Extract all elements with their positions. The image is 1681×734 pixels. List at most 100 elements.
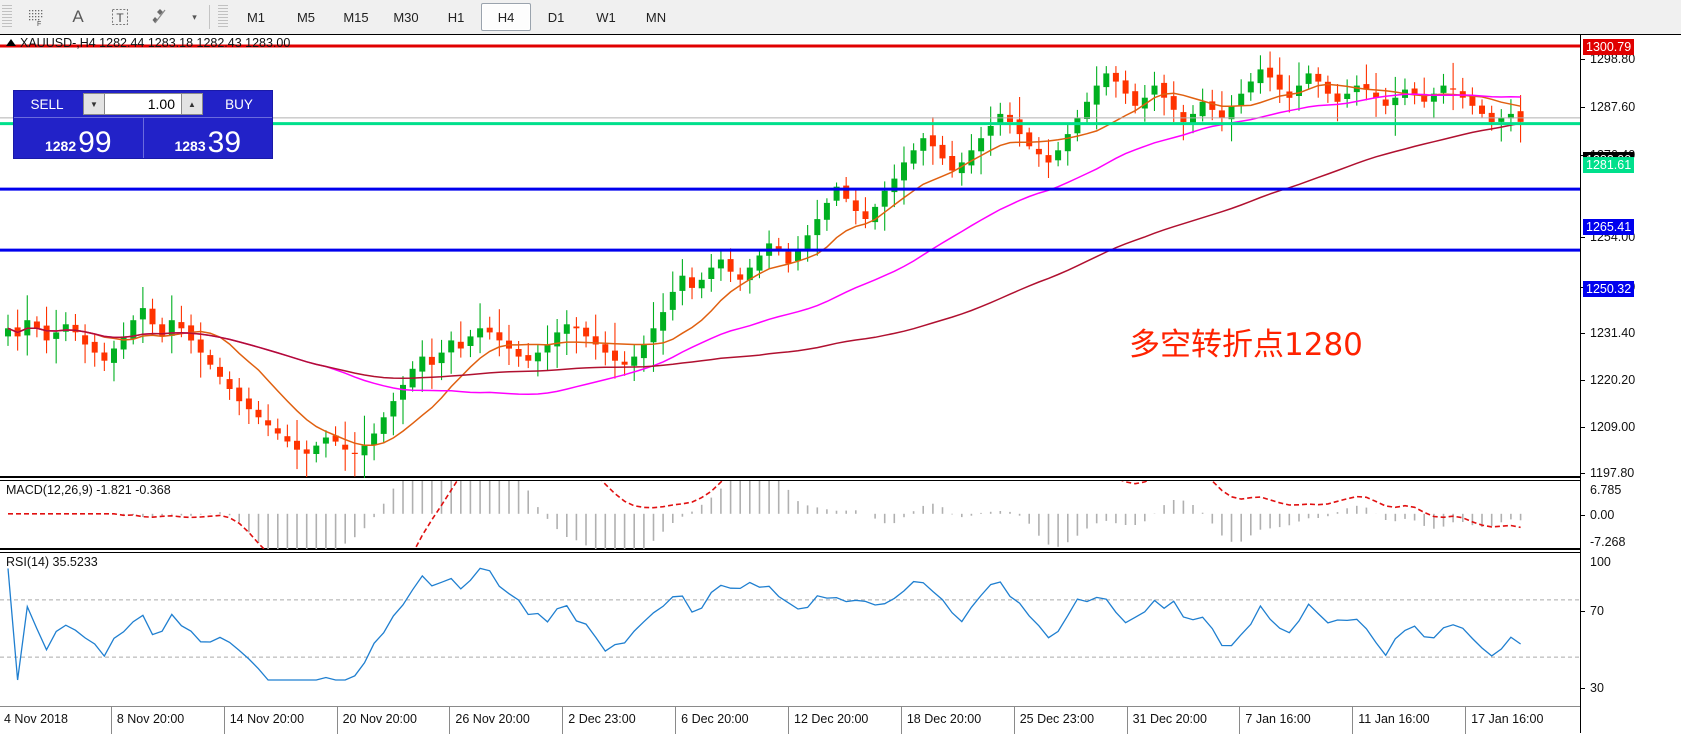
time-axis-label: 6 Dec 20:00 bbox=[681, 712, 749, 726]
time-axis-separator bbox=[675, 707, 677, 734]
time-axis-label: 2 Dec 23:00 bbox=[568, 712, 636, 726]
time-axis-label: 31 Dec 20:00 bbox=[1132, 712, 1207, 726]
time-axis-separator bbox=[110, 707, 112, 734]
time-axis-label: 17 Jan 16:00 bbox=[1471, 712, 1544, 726]
scale-tick bbox=[1581, 107, 1585, 108]
order-panel-top-row: SELL ▼ 1.00 ▲ BUY bbox=[14, 91, 272, 117]
buy-price-pips: 39 bbox=[207, 126, 242, 159]
chart-area[interactable]: 1298.80 1287.60 1276.40 1254.00 1242.60 … bbox=[0, 34, 1681, 734]
level-label-resistance-1300: 1300.79 bbox=[1583, 39, 1635, 55]
scale-tick bbox=[1581, 515, 1585, 516]
time-axis-separator bbox=[1239, 707, 1241, 734]
level-label-support-1250: 1250.32 bbox=[1583, 281, 1635, 297]
timeframe-m30[interactable]: M30 bbox=[393, 9, 419, 25]
time-axis-separator bbox=[336, 707, 338, 734]
price-label-1220: 1220.20 bbox=[1590, 373, 1636, 387]
rsi-tick-70: 70 bbox=[1590, 604, 1604, 618]
time-axis-separator bbox=[900, 707, 902, 734]
scale-tick bbox=[1581, 59, 1585, 60]
macd-tick-max: 6.785 bbox=[1590, 483, 1622, 497]
sell-price-prefix: 1282 bbox=[44, 138, 77, 154]
rsi-label: RSI(14) 35.5233 bbox=[6, 555, 98, 569]
text-a-icon[interactable]: A bbox=[57, 2, 99, 32]
macd-tick-zero: 0.00 bbox=[1590, 508, 1615, 522]
scale-tick bbox=[1581, 611, 1585, 612]
time-axis-separator bbox=[223, 707, 225, 734]
scale-tick bbox=[1581, 427, 1585, 428]
timeframe-m1[interactable]: M1 bbox=[246, 9, 266, 25]
chevron-down-icon: ▾ bbox=[192, 11, 197, 22]
timeframe-grip[interactable] bbox=[218, 5, 228, 29]
price-label-1209: 1209.00 bbox=[1590, 420, 1636, 434]
rsi-pane[interactable]: RSI(14) 35.5233 bbox=[0, 552, 1580, 704]
time-axis-label: 7 Jan 16:00 bbox=[1245, 712, 1311, 726]
buy-price[interactable]: 1283 39 bbox=[143, 117, 272, 159]
chart-title-text: XAUUSD-,H4 1282.44 1283.18 1282.43 1283.… bbox=[20, 36, 291, 50]
volume-stepper[interactable]: ▼ 1.00 ▲ bbox=[80, 91, 206, 117]
volume-input[interactable]: 1.00 bbox=[105, 93, 181, 115]
time-axis-separator bbox=[788, 707, 789, 734]
chart-title: XAUUSD-,H4 1282.44 1283.18 1282.43 1283.… bbox=[6, 36, 290, 50]
level-label-support-1265: 1265.41 bbox=[1583, 219, 1635, 235]
time-axis-label: 14 Nov 20:00 bbox=[229, 712, 305, 726]
rsi-tick-100: 100 bbox=[1590, 555, 1611, 569]
text-a-glyph: A bbox=[72, 7, 84, 26]
scale-tick bbox=[1581, 380, 1585, 381]
time-axis-separator bbox=[1352, 707, 1354, 734]
sell-price-pips: 99 bbox=[78, 126, 112, 159]
scale-tick bbox=[1581, 688, 1585, 689]
timeframe-mn[interactable]: MN bbox=[645, 9, 667, 25]
svg-text:T: T bbox=[116, 11, 124, 25]
price-scale[interactable]: 1298.80 1287.60 1276.40 1254.00 1242.60 … bbox=[1580, 35, 1681, 733]
time-axis-separator bbox=[449, 707, 451, 734]
buy-button[interactable]: BUY bbox=[206, 91, 272, 117]
text-label-icon[interactable]: T bbox=[99, 2, 141, 32]
time-axis-separator bbox=[1465, 707, 1467, 734]
rsi-plot-svg bbox=[0, 567, 1580, 681]
toolbar-grip[interactable] bbox=[2, 5, 12, 29]
scale-tick bbox=[1581, 237, 1585, 238]
price-label-1231: 1231.40 bbox=[1590, 326, 1636, 340]
time-axis-label: 26 Nov 20:00 bbox=[455, 712, 530, 726]
crosshair-f-icon[interactable]: F bbox=[15, 2, 57, 32]
macd-tick-min: -7.268 bbox=[1590, 535, 1626, 549]
time-axis-separator bbox=[1126, 707, 1128, 734]
level-label-support-1281: 1281.61 bbox=[1583, 157, 1635, 173]
one-click-trading-panel[interactable]: SELL ▼ 1.00 ▲ BUY 1282 99 1283 39 bbox=[13, 90, 273, 159]
price-plot-svg bbox=[0, 44, 1580, 478]
timeframe-d1[interactable]: D1 bbox=[547, 9, 565, 25]
price-pane[interactable]: XAUUSD-,H4 1282.44 1283.18 1282.43 1283.… bbox=[0, 35, 1580, 478]
time-axis[interactable]: 4 Nov 2018 8 Nov 20:00 14 Nov 20:00 20 Nov … bbox=[0, 706, 1580, 734]
plot-area[interactable]: XAUUSD-,H4 1282.44 1283.18 1282.43 1283.… bbox=[0, 35, 1580, 734]
volume-increment-button[interactable]: ▲ bbox=[181, 93, 203, 115]
rsi-tick-30: 30 bbox=[1590, 681, 1604, 695]
macd-label: MACD(12,26,9) -1.821 -0.368 bbox=[6, 483, 171, 497]
timeframe-m5[interactable]: M5 bbox=[296, 9, 316, 25]
timeframe-h4[interactable]: H4 bbox=[481, 3, 531, 31]
time-axis-label: 25 Dec 23:00 bbox=[1019, 712, 1095, 726]
timeframe-w1[interactable]: W1 bbox=[596, 9, 616, 25]
sell-price[interactable]: 1282 99 bbox=[14, 117, 144, 158]
macd-plot-svg bbox=[8, 481, 1522, 549]
objects-dropdown-caret[interactable]: ▾ bbox=[183, 2, 203, 32]
timeframe-h1[interactable]: H1 bbox=[447, 9, 465, 25]
order-panel-price-row: 1282 99 1283 39 bbox=[14, 117, 272, 158]
objects-icon[interactable] bbox=[141, 2, 183, 32]
time-axis-label: 11 Jan 16:00 bbox=[1358, 712, 1430, 726]
time-axis-label: 12 Dec 20:00 bbox=[794, 712, 869, 726]
time-axis-separator bbox=[1013, 707, 1015, 734]
time-axis-label: 8 Nov 20:00 bbox=[116, 712, 185, 726]
time-axis-label: 4 Nov 2018 bbox=[4, 712, 68, 726]
price-label-1287: 1287.60 bbox=[1590, 100, 1636, 114]
sell-button[interactable]: SELL bbox=[14, 91, 80, 117]
macd-pane[interactable]: MACD(12,26,9) -1.821 -0.368 bbox=[0, 480, 1580, 550]
time-axis-label: 18 Dec 20:00 bbox=[906, 712, 982, 726]
timeframe-m15[interactable]: M15 bbox=[343, 9, 369, 25]
volume-decrement-button[interactable]: ▼ bbox=[83, 93, 105, 115]
toolbar: F A T ▾ M1 M5 M15 M30 H1 bbox=[0, 0, 1681, 35]
collapse-triangle-icon[interactable] bbox=[6, 39, 16, 46]
time-axis-separator bbox=[562, 707, 564, 734]
chart-annotation: 多空转折点1280 bbox=[1129, 327, 1363, 363]
price-label-1298: 1298.80 bbox=[1590, 52, 1636, 66]
scale-tick bbox=[1581, 473, 1585, 474]
